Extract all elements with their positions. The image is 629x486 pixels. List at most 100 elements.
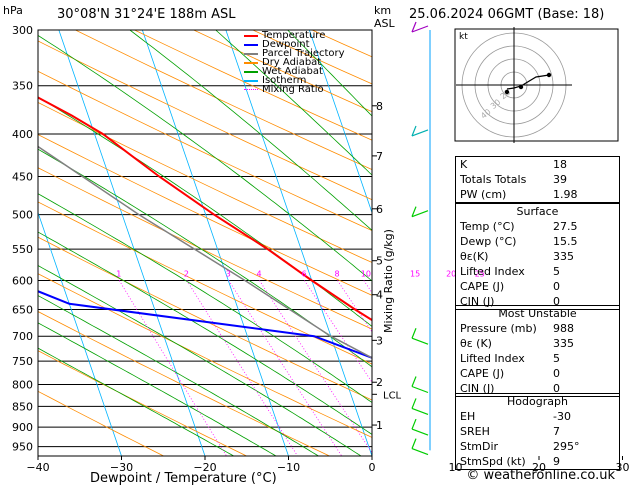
legend-label: Dewpoint — [262, 39, 310, 50]
legend-item: Dewpoint — [244, 39, 345, 50]
height-tick-label: 6 — [376, 203, 383, 216]
isotherm-line — [38, 211, 122, 456]
mixing-ratio-label: 2 — [184, 270, 189, 279]
lcl-label: LCL — [383, 390, 402, 401]
wind-barb — [411, 210, 429, 218]
isotherm-line — [308, 30, 372, 214]
hodograph-table-title: Hodograph — [507, 395, 568, 408]
indices-table: K 18 Totals Totals 39 PW (cm) 1.98 — [455, 156, 620, 203]
height-tick-label: 1 — [376, 419, 383, 432]
legend: Temperature Dewpoint Parcel Trajectory Dry … — [244, 31, 345, 95]
legend-swatch — [244, 70, 258, 73]
pressure-unit: hPa — [3, 4, 23, 17]
x-tick-label: −30 — [110, 461, 133, 474]
legend-item: Mixing Ratio — [244, 84, 345, 95]
mixing-ratio-line — [228, 280, 343, 456]
hodograph-frame — [454, 28, 619, 142]
surface-row: Lifted Index 5 — [460, 265, 560, 278]
legend-label: Wet Adiabat — [262, 66, 323, 77]
series-parcel-trajectory — [38, 145, 372, 359]
hodograph-ring-label: 20 — [499, 88, 513, 101]
hodograph-ring-label: 40 — [479, 107, 493, 120]
pressure-tick-label: 450 — [12, 171, 33, 184]
hodograph-trace — [506, 74, 550, 90]
surface-row: Temp (°C) 27.5 — [460, 220, 578, 233]
mixing-ratio-label: 20 — [446, 270, 456, 279]
wind-barb-flag — [411, 125, 417, 137]
legend-label: Parcel Trajectory — [262, 48, 345, 59]
mixing-ratio-label: 3 — [226, 270, 231, 279]
surface-row: θε(K) 335 — [460, 250, 574, 263]
x-tick-label: −20 — [193, 461, 216, 474]
mixing-ratio-axis-title: Mixing Ratio (g/kg) — [382, 229, 395, 333]
mixing-ratio-label: 4 — [257, 270, 262, 279]
dry-adiabat — [38, 201, 372, 365]
height-tick-label: 3 — [376, 334, 383, 347]
dry-adiabat — [38, 102, 372, 263]
mixing-ratio-label: 1 — [116, 270, 121, 279]
x-tick-label: 30 — [616, 461, 629, 474]
wind-barb-flag — [411, 21, 417, 33]
index-row-pw: PW (cm) 1.98 — [460, 188, 578, 201]
legend-swatch — [244, 43, 258, 46]
wind-barb-flag — [411, 418, 417, 430]
dry-adiabat — [38, 40, 372, 201]
wet-adiabat — [129, 30, 372, 231]
pressure-tick-label: 650 — [12, 303, 33, 316]
legend-swatch — [244, 52, 258, 55]
x-tick-label: −10 — [277, 461, 300, 474]
wind-barb — [411, 129, 429, 137]
wind-barb-flag — [411, 206, 417, 217]
index-row-tt: Totals Totals 39 — [460, 173, 567, 186]
hodo-row: EH -30 — [460, 410, 571, 423]
hodo-row: SREH 7 — [460, 425, 560, 438]
mu-row: Pressure (mb) 988 — [460, 322, 574, 335]
pressure-tick-label: 900 — [12, 421, 33, 434]
wind-barbs — [411, 21, 431, 456]
isotherm-line — [141, 30, 289, 456]
wet-adiabat — [38, 347, 235, 456]
datetime-label: 25.06.2024 06GMT (Base: 18) — [409, 7, 605, 22]
mixing-ratio-line — [186, 280, 298, 456]
legend-label: Mixing Ratio — [262, 84, 324, 95]
height-tick-label: 8 — [376, 100, 383, 113]
pressure-tick-label: 800 — [12, 379, 33, 392]
mixing-ratio-label: 25 — [475, 270, 485, 279]
legend-swatch — [244, 79, 258, 82]
series-dewpoint — [38, 290, 372, 359]
legend-swatch — [244, 34, 258, 37]
wind-barb — [411, 448, 429, 456]
surface-row: CIN (J) 0 — [460, 295, 560, 308]
legend-swatch — [244, 61, 258, 64]
pressure-tick-label: 350 — [12, 80, 33, 93]
mixing-ratio-line — [118, 280, 227, 456]
wind-barb-flag — [411, 438, 417, 449]
wet-adiabat — [38, 322, 277, 456]
mixing-ratio-label: 10 — [361, 270, 371, 279]
isotherm-line — [58, 30, 206, 456]
dry-adiabat — [38, 134, 372, 296]
footer-credit: © weatheronline.co.uk — [466, 468, 615, 483]
diagram-axes: 1 2 3 4 6 8 10 15 20 2530035040045050055060065070… — [12, 24, 629, 474]
surface-table: Surface Temp (°C) 27.5 Dewp (°C) 15.5 θε(K… — [455, 203, 620, 310]
surface-row: Dewp (°C) 15.5 — [460, 235, 578, 248]
pressure-tick-label: 600 — [12, 275, 33, 288]
legend-item: Dry Adiabat — [244, 58, 345, 68]
dry-adiabat — [38, 350, 247, 456]
wind-barb-flag — [411, 328, 417, 339]
wet-adiabat — [215, 30, 372, 176]
series-temperature — [38, 96, 372, 322]
pressure-tick-label: 500 — [12, 209, 33, 222]
pressure-tick-label: 300 — [12, 24, 33, 37]
hodograph-point — [504, 89, 510, 95]
diagram-grid — [38, 30, 372, 456]
mixing-ratio-label: 15 — [410, 270, 420, 279]
wind-barb — [411, 337, 429, 345]
dry-adiabat — [38, 167, 372, 330]
mixing-ratio-line — [259, 280, 372, 454]
mixing-ratio-label: 8 — [334, 270, 339, 279]
x-tick-label: 20 — [532, 461, 546, 474]
dry-adiabat — [38, 390, 164, 456]
